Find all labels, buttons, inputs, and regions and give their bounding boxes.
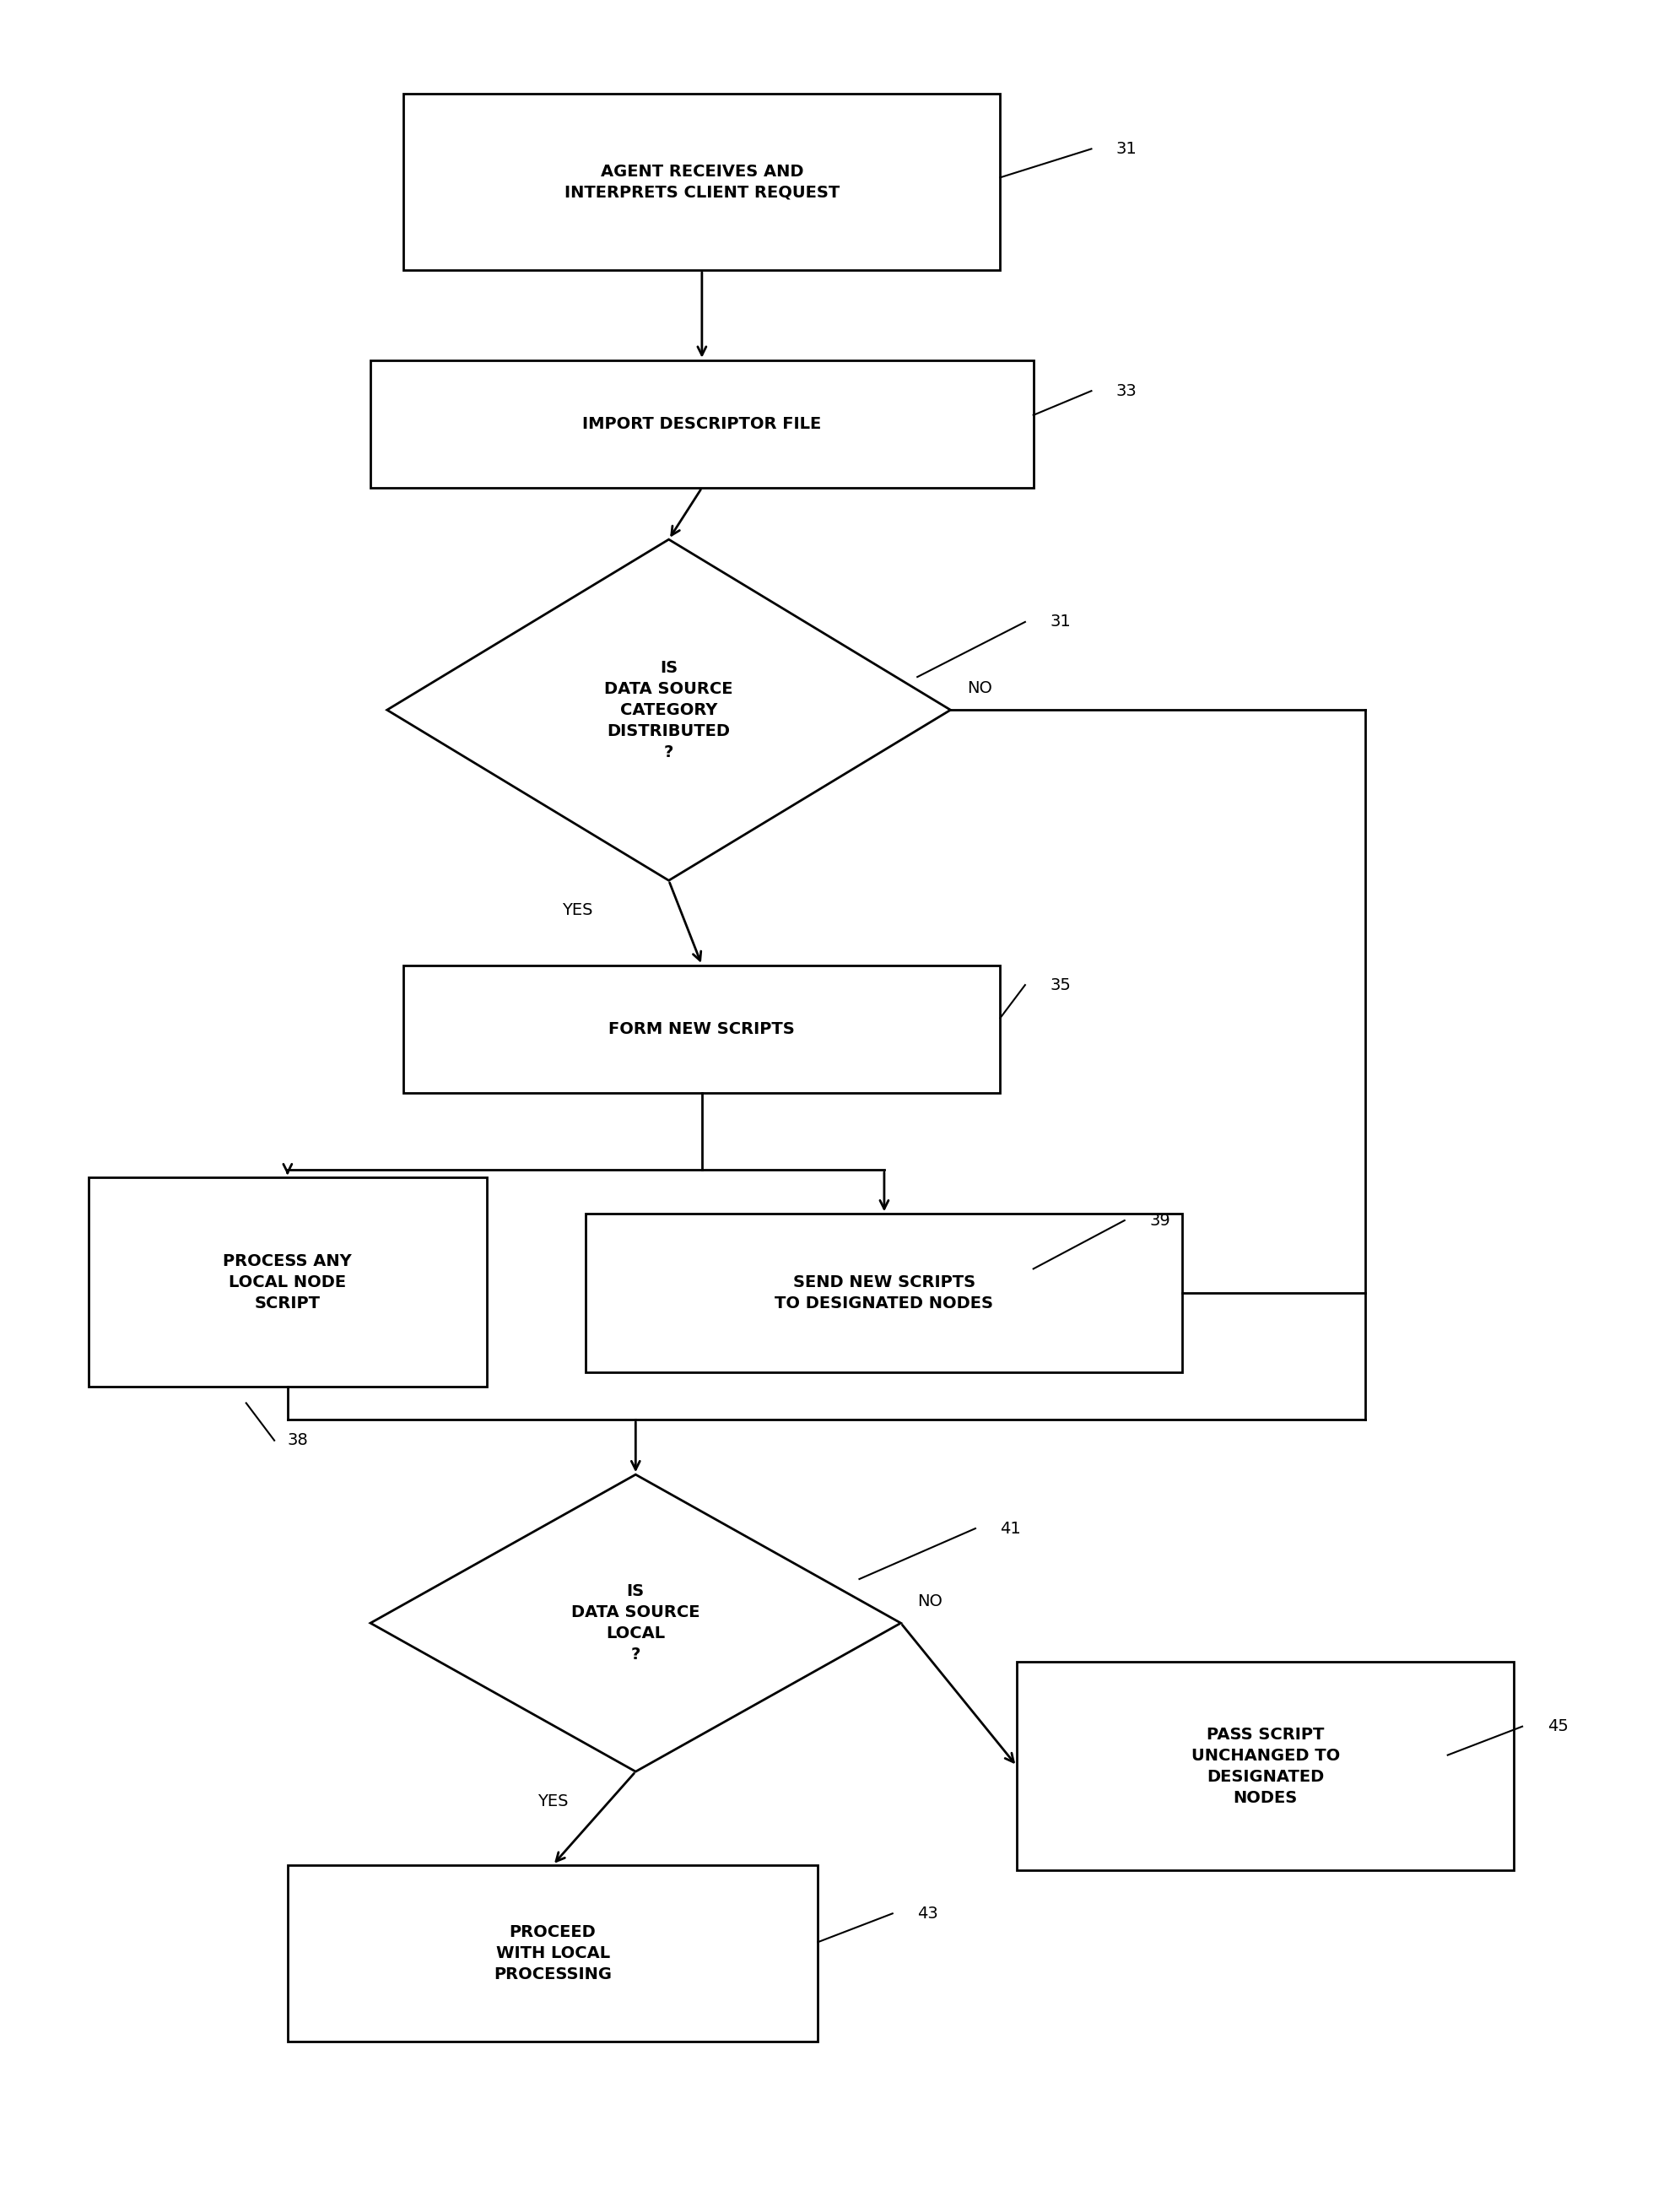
Text: 38: 38 <box>287 1433 309 1449</box>
Text: IMPORT DESCRIPTOR FILE: IMPORT DESCRIPTOR FILE <box>582 416 821 431</box>
Text: IS
DATA SOURCE
CATEGORY
DISTRIBUTED
?: IS DATA SOURCE CATEGORY DISTRIBUTED ? <box>604 659 733 761</box>
FancyBboxPatch shape <box>404 964 1000 1093</box>
FancyBboxPatch shape <box>404 93 1000 270</box>
FancyBboxPatch shape <box>371 361 1033 487</box>
FancyBboxPatch shape <box>1016 1661 1514 1871</box>
Text: 35: 35 <box>1050 978 1071 993</box>
Text: FORM NEW SCRIPTS: FORM NEW SCRIPTS <box>609 1022 794 1037</box>
Polygon shape <box>387 540 951 880</box>
Text: YES: YES <box>562 902 592 918</box>
Text: PROCEED
WITH LOCAL
PROCESSING: PROCEED WITH LOCAL PROCESSING <box>494 1924 613 1982</box>
Text: 43: 43 <box>918 1905 938 1922</box>
Text: PASS SCRIPT
UNCHANGED TO
DESIGNATED
NODES: PASS SCRIPT UNCHANGED TO DESIGNATED NODE… <box>1192 1725 1340 1805</box>
Text: 31: 31 <box>1050 615 1071 630</box>
Polygon shape <box>371 1475 901 1772</box>
FancyBboxPatch shape <box>88 1177 486 1387</box>
FancyBboxPatch shape <box>586 1214 1183 1371</box>
FancyBboxPatch shape <box>287 1865 818 2042</box>
Text: 39: 39 <box>1150 1212 1170 1228</box>
Text: NO: NO <box>966 679 993 697</box>
Text: 31: 31 <box>1117 142 1137 157</box>
Text: YES: YES <box>537 1794 567 1809</box>
Text: 41: 41 <box>1000 1520 1021 1537</box>
Text: AGENT RECEIVES AND
INTERPRETS CLIENT REQUEST: AGENT RECEIVES AND INTERPRETS CLIENT REQ… <box>564 164 840 201</box>
Text: IS
DATA SOURCE
LOCAL
?: IS DATA SOURCE LOCAL ? <box>571 1584 699 1663</box>
Text: PROCESS ANY
LOCAL NODE
SCRIPT: PROCESS ANY LOCAL NODE SCRIPT <box>224 1252 352 1312</box>
Text: 33: 33 <box>1117 383 1137 398</box>
Text: SEND NEW SCRIPTS
TO DESIGNATED NODES: SEND NEW SCRIPTS TO DESIGNATED NODES <box>774 1274 993 1312</box>
Text: NO: NO <box>918 1593 943 1608</box>
Text: 45: 45 <box>1547 1719 1569 1734</box>
